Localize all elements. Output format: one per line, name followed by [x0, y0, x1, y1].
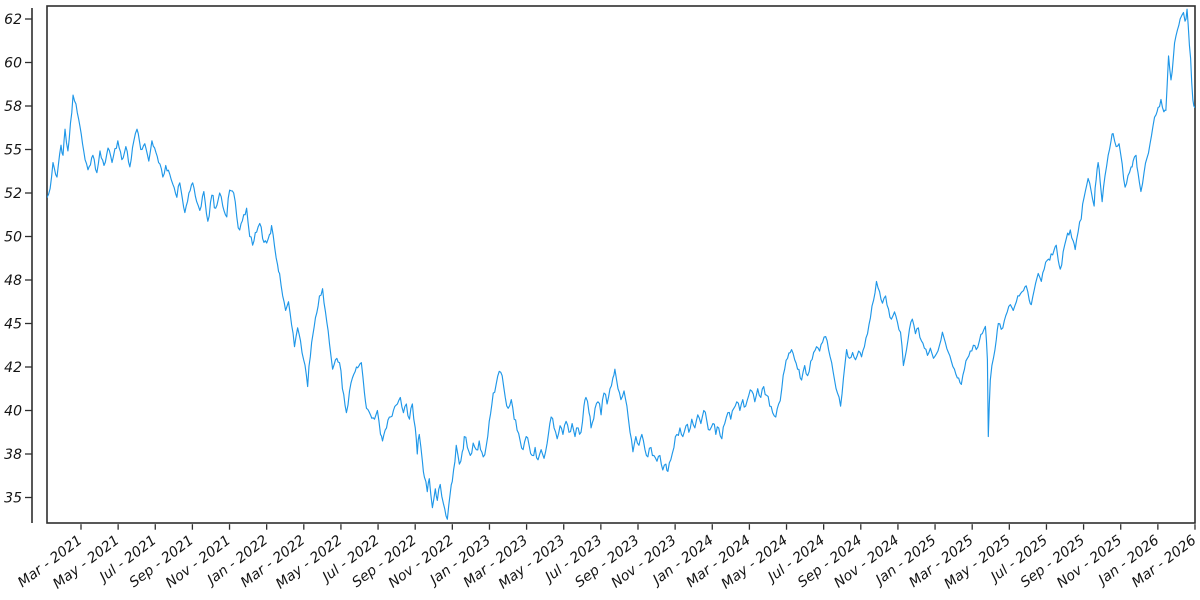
plot-border — [46, 5, 1196, 524]
y-tick-label: 55 — [4, 143, 22, 159]
price-series-line — [47, 8, 1195, 520]
y-axis: 62 60 58 55 52 50 48 45 42 40 38 35 — [4, 8, 33, 523]
y-tick-label: 35 — [4, 491, 22, 507]
y-tick-label: 62 — [4, 12, 22, 28]
y-tick-label: 52 — [4, 186, 22, 202]
y-tick-label: 48 — [4, 273, 22, 289]
y-tick-label: 58 — [4, 99, 22, 115]
y-tick-label: 50 — [4, 230, 22, 246]
y-tick-label: 42 — [4, 360, 22, 376]
y-tick-label: 60 — [4, 56, 22, 72]
y-tick-label: 40 — [4, 404, 22, 420]
y-tick-label: 38 — [4, 447, 22, 463]
y-tick-label: 45 — [4, 317, 22, 333]
